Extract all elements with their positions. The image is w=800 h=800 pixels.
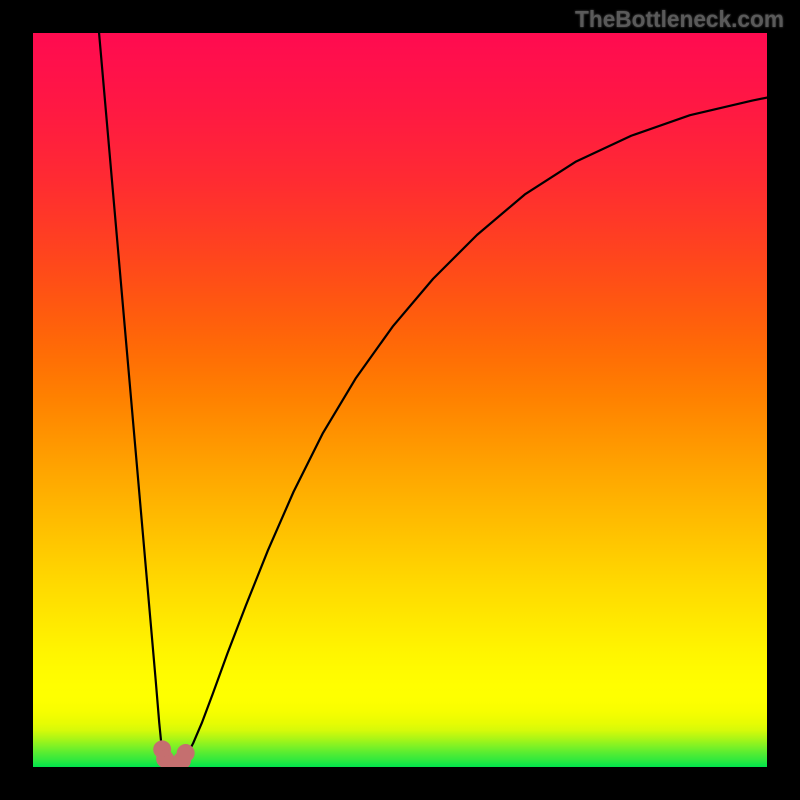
attribution-text: TheBottleneck.com — [575, 6, 784, 33]
curve-group — [99, 33, 767, 767]
bottleneck-plot — [33, 33, 767, 767]
left-branch-curve — [99, 33, 164, 757]
right-branch-curve — [186, 98, 767, 756]
valley-marker — [177, 744, 195, 762]
marker-group — [153, 740, 194, 767]
plot-svg — [33, 33, 767, 767]
